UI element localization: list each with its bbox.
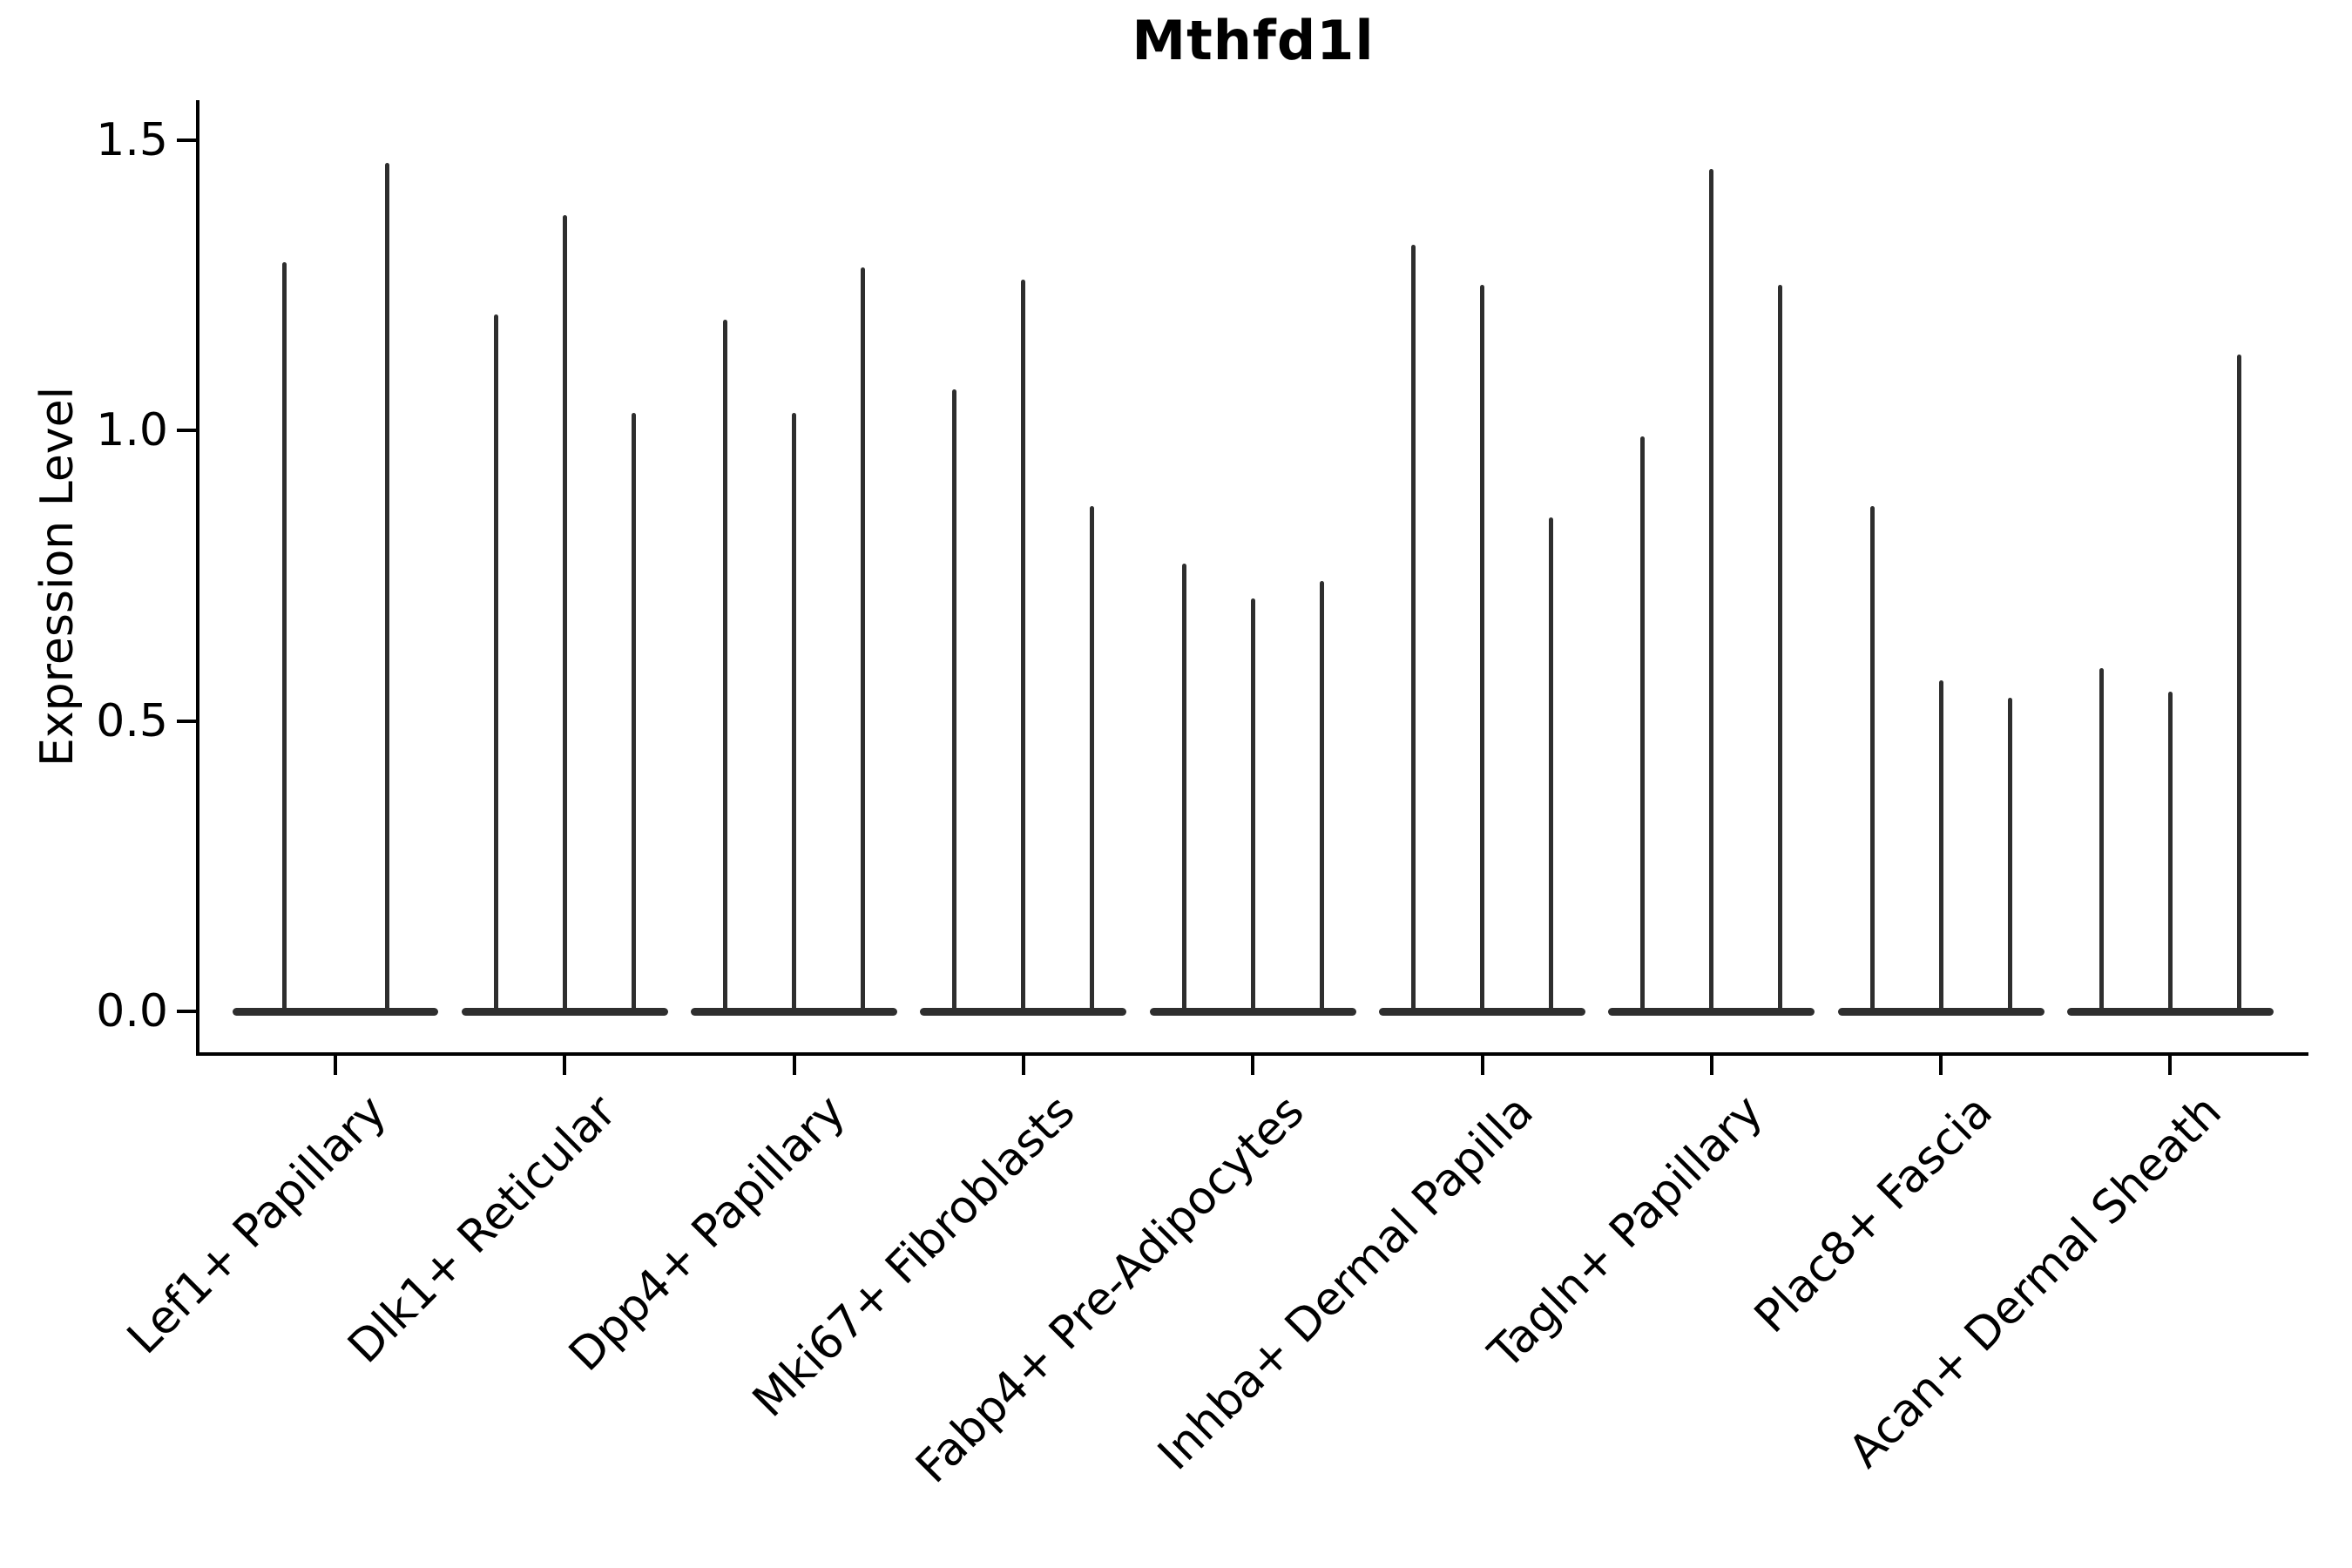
violin-spike [2167, 692, 2173, 1011]
violin-spike [1549, 517, 1553, 1011]
x-tick-mark [2168, 1056, 2173, 1075]
x-tick-mark [1939, 1056, 1943, 1075]
violin-spike [1181, 564, 1186, 1011]
violin-spike [1319, 581, 1324, 1011]
violin-spike [1869, 505, 1875, 1011]
x-tick-mark [1021, 1056, 1025, 1075]
violin-base [233, 1007, 438, 1016]
violin-spike [384, 163, 389, 1011]
violin-base [1379, 1007, 1585, 1016]
violin-spike [281, 261, 287, 1011]
violin-spike [792, 412, 797, 1011]
violin-spike [493, 314, 498, 1011]
violin-spike [631, 412, 636, 1011]
violin-spike [2236, 355, 2241, 1011]
violin-base [461, 1007, 668, 1016]
violin-spike [1778, 285, 1783, 1011]
y-tick-label: 1.5 [96, 113, 168, 166]
violin-spike [1640, 436, 1646, 1011]
violin-spike [1250, 598, 1255, 1011]
violin-base [920, 1007, 1127, 1016]
x-category-label: Fabp4+ Pre-Adipocytes [906, 1085, 1315, 1494]
x-tick-mark [1480, 1056, 1484, 1075]
violin-spike [1480, 285, 1484, 1011]
x-category-label: Acan+ Dermal Sheath [1839, 1085, 2232, 1478]
y-tick-mark [177, 429, 196, 432]
y-tick-label: 0.5 [96, 694, 168, 747]
x-axis-spine [196, 1052, 2308, 1056]
violin-base [1149, 1007, 1356, 1016]
violin-base [691, 1007, 898, 1016]
violin-spike [2099, 668, 2104, 1011]
violin-spike [1021, 279, 1026, 1011]
x-tick-mark [334, 1056, 337, 1075]
violin-spike [861, 267, 866, 1011]
y-tick-mark [177, 719, 196, 723]
chart-title: Mthfd1l [1132, 9, 1375, 72]
violin-spike [2007, 697, 2012, 1011]
x-tick-mark [1709, 1056, 1713, 1075]
violin-spike [1938, 679, 1943, 1011]
violin-spike [1411, 244, 1416, 1011]
x-category-label: Inhba+ Dermal Papilla [1148, 1085, 1544, 1481]
x-tick-mark [1251, 1056, 1255, 1075]
y-tick-mark [177, 1010, 196, 1013]
y-tick-label: 1.0 [96, 404, 168, 456]
violin-spike [952, 389, 957, 1011]
y-tick-label: 0.0 [96, 985, 168, 1037]
x-tick-mark [792, 1056, 796, 1075]
violin-spike [562, 215, 567, 1011]
violin-spike [723, 320, 728, 1011]
y-axis-spine [196, 100, 199, 1056]
x-category-label: Plac8+ Fascia [1744, 1085, 2003, 1343]
violin-base [1837, 1007, 2044, 1016]
violin-base [1608, 1007, 1815, 1016]
x-tick-mark [563, 1056, 567, 1075]
y-tick-mark [177, 138, 196, 142]
violin-base [2066, 1007, 2274, 1016]
violin-spike [1709, 168, 1714, 1011]
violin-spike [1090, 505, 1095, 1011]
